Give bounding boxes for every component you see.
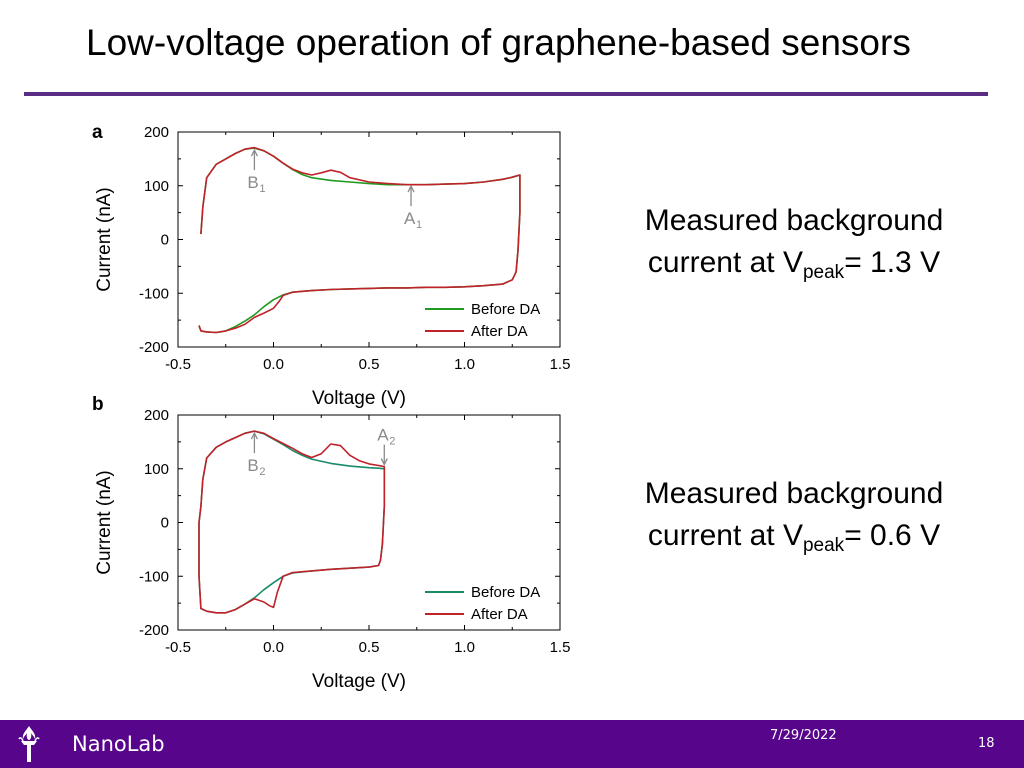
x-tick-label: 1.0 [454,639,475,656]
annotation-subscript: 2 [259,466,265,478]
annotation-subscript: 2 [389,436,395,448]
x-tick-label: -0.5 [165,356,191,373]
annotation-label: A [404,209,416,228]
y-tick-label: 100 [144,178,169,195]
x-tick-label: 0.5 [359,639,380,656]
torch-logo-icon [18,726,40,762]
x-tick-label: -0.5 [165,639,191,656]
y-tick-label: -200 [139,339,169,356]
y-tick-label: -100 [139,568,169,585]
note-subscript: peak [802,535,845,556]
cv-charts: a -0.5 0.0 0.5 1.0 1.5 -200 -100 0 100 200 Voltage … [92,122,571,692]
y-tick-label: -100 [139,285,169,302]
y-axis-label: Current (nA) [94,187,115,292]
y-tick-label: 0 [161,515,169,532]
footer-brand: NanoLab [72,732,165,756]
annotation-arrowhead [250,431,258,440]
x-tick-label: 1.5 [550,356,571,373]
y-tick-label: 200 [144,124,169,141]
annotation-subscript: 1 [259,183,265,195]
y-axis-label: Current (nA) [94,470,115,575]
legend-label: Before DA [471,301,540,318]
panel-label: a [92,122,103,143]
series-line-after-da [198,430,386,614]
note-text: Measured background current at V [644,477,944,552]
note-suffix: = 1.3 V [844,246,941,279]
x-tick-label: 1.5 [550,639,571,656]
y-tick-label: 0 [161,232,169,249]
annotation-subscript: 1 [416,219,422,231]
y-tick-label: 200 [144,407,169,424]
x-axis-label: Voltage (V) [312,671,406,692]
note-text: Measured background current at V [644,204,944,279]
x-tick-label: 0.0 [263,639,284,656]
note-background-current-b: Measured background current at Vpeak= 0.… [604,473,984,557]
x-axis-label: Voltage (V) [312,388,406,409]
legend-label: After DA [471,323,528,340]
annotation-arrowhead [407,184,415,193]
legend-label: Before DA [471,584,540,601]
panel-label: b [92,394,104,415]
annotation-label: B [247,173,258,192]
note-background-current-a: Measured background current at Vpeak= 1.… [604,200,984,284]
x-tick-label: 0.5 [359,356,380,373]
annotation-arrowhead [250,148,258,157]
title-divider [24,92,988,96]
footer-date: 7/29/2022 [770,728,837,743]
slide-title: Low-voltage operation of graphene-based … [86,22,911,63]
note-suffix: = 0.6 V [844,519,941,552]
y-tick-label: 100 [144,461,169,478]
legend-label: After DA [471,606,528,623]
annotation-arrowhead [380,458,388,467]
annotation-label: A [377,426,389,445]
note-subscript: peak [802,262,845,283]
page-number: 18 [978,736,995,751]
x-tick-label: 1.0 [454,356,475,373]
series-line-after-da [198,146,521,334]
y-tick-label: -200 [139,622,169,639]
x-tick-label: 0.0 [263,356,284,373]
annotation-label: B [247,456,258,475]
footer-bar: NanoLab 7/29/2022 18 [0,720,1024,768]
